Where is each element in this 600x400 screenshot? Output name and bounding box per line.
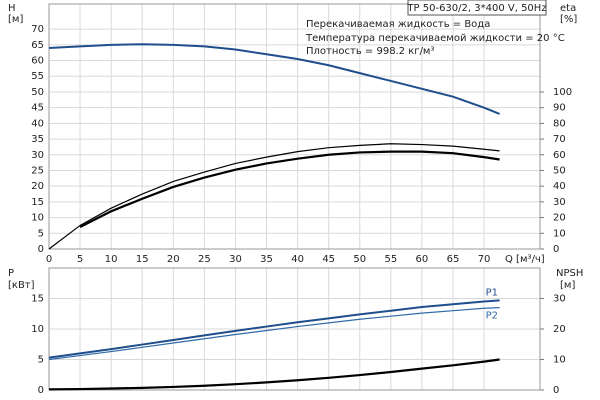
legend-label: P1: [486, 287, 498, 298]
x-tick-label: 35: [260, 254, 273, 265]
series-line: [48, 299, 500, 359]
series-line: [48, 43, 500, 115]
x-tick-label: 70: [478, 254, 491, 265]
y-tick-label: 45: [31, 103, 44, 114]
y2-tick-label: 100: [553, 87, 572, 98]
x-tick-label: 50: [353, 254, 366, 265]
y-tick-label: 10: [31, 213, 44, 224]
y-tick-label: 65: [31, 40, 44, 51]
x-tick-label: 30: [229, 254, 242, 265]
y2-tick-label: 0: [553, 244, 559, 255]
annotation: Плотность = 998.2 кг/м³: [306, 46, 435, 57]
series-line: [48, 143, 500, 250]
y2-axis-unit: [м]: [560, 280, 575, 291]
y-tick-label: 15: [31, 197, 44, 208]
y-tick-label: 40: [31, 118, 44, 129]
y2-axis-label: eta: [560, 3, 576, 14]
x-tick-label: 0: [46, 254, 52, 265]
y-axis-unit: [м]: [8, 14, 23, 25]
y2-tick-label: 20: [553, 324, 566, 335]
y2-tick-label: 20: [553, 213, 566, 224]
y-tick-label: 70: [31, 24, 44, 35]
y2-tick-label: 90: [553, 103, 566, 114]
y2-tick-label: 80: [553, 118, 566, 129]
x-tick-label: 25: [198, 254, 211, 265]
y2-tick-label: 30: [553, 294, 566, 305]
y-axis-label: H: [8, 3, 16, 14]
x-tick-label: 45: [322, 254, 335, 265]
x-tick-label: 60: [416, 254, 429, 265]
y-tick-label: 0: [38, 385, 44, 396]
y-tick-label: 15: [31, 294, 44, 305]
x-tick-label: 15: [136, 254, 149, 265]
title-box: [407, 0, 547, 16]
y-tick-label: 55: [31, 71, 44, 82]
y2-tick-label: 60: [553, 150, 566, 161]
series-line: [48, 307, 500, 361]
y-tick-label: 30: [31, 150, 44, 161]
legend-label: P2: [486, 311, 498, 322]
plot-frame: [48, 267, 541, 391]
x-axis-label: Q [м³/ч]: [505, 254, 545, 265]
annotation: Температура перекачиваемой жидкости = 20…: [305, 33, 565, 44]
y2-tick-label: 10: [553, 355, 566, 366]
y-tick-label: 35: [31, 134, 44, 145]
y2-tick-label: 50: [553, 165, 566, 176]
x-tick-label: 55: [384, 254, 397, 265]
x-tick-label: 65: [447, 254, 460, 265]
y-tick-label: 60: [31, 56, 44, 67]
x-tick-label: 5: [77, 254, 83, 265]
y-tick-label: 50: [31, 87, 44, 98]
y2-axis-label: NPSH: [556, 268, 583, 279]
y2-axis-unit: [%]: [560, 14, 577, 25]
y2-tick-label: 40: [553, 181, 566, 192]
y-tick-label: 10: [31, 324, 44, 335]
x-tick-label: 40: [291, 254, 304, 265]
x-tick-label: 20: [167, 254, 180, 265]
series-line: [48, 358, 500, 391]
y2-tick-label: 10: [553, 228, 566, 239]
y-tick-label: 25: [31, 165, 44, 176]
chart-title: TP 50-630/2, 3*400 V, 50Hz: [406, 3, 546, 14]
annotation: Перекачиваемая жидкость = Вода: [306, 19, 490, 30]
plot-frame: [48, 3, 541, 250]
y2-tick-label: 0: [553, 385, 559, 396]
y-tick-label: 5: [38, 228, 44, 239]
series-line: [79, 150, 500, 228]
y2-tick-label: 30: [553, 197, 566, 208]
y-axis-unit: [кВт]: [8, 280, 35, 291]
y-tick-label: 20: [31, 181, 44, 192]
y2-tick-label: 70: [553, 134, 566, 145]
y-tick-label: 0: [38, 244, 44, 255]
y-axis-label: P: [8, 268, 14, 279]
x-tick-label: 10: [105, 254, 118, 265]
y-tick-label: 5: [38, 355, 44, 366]
